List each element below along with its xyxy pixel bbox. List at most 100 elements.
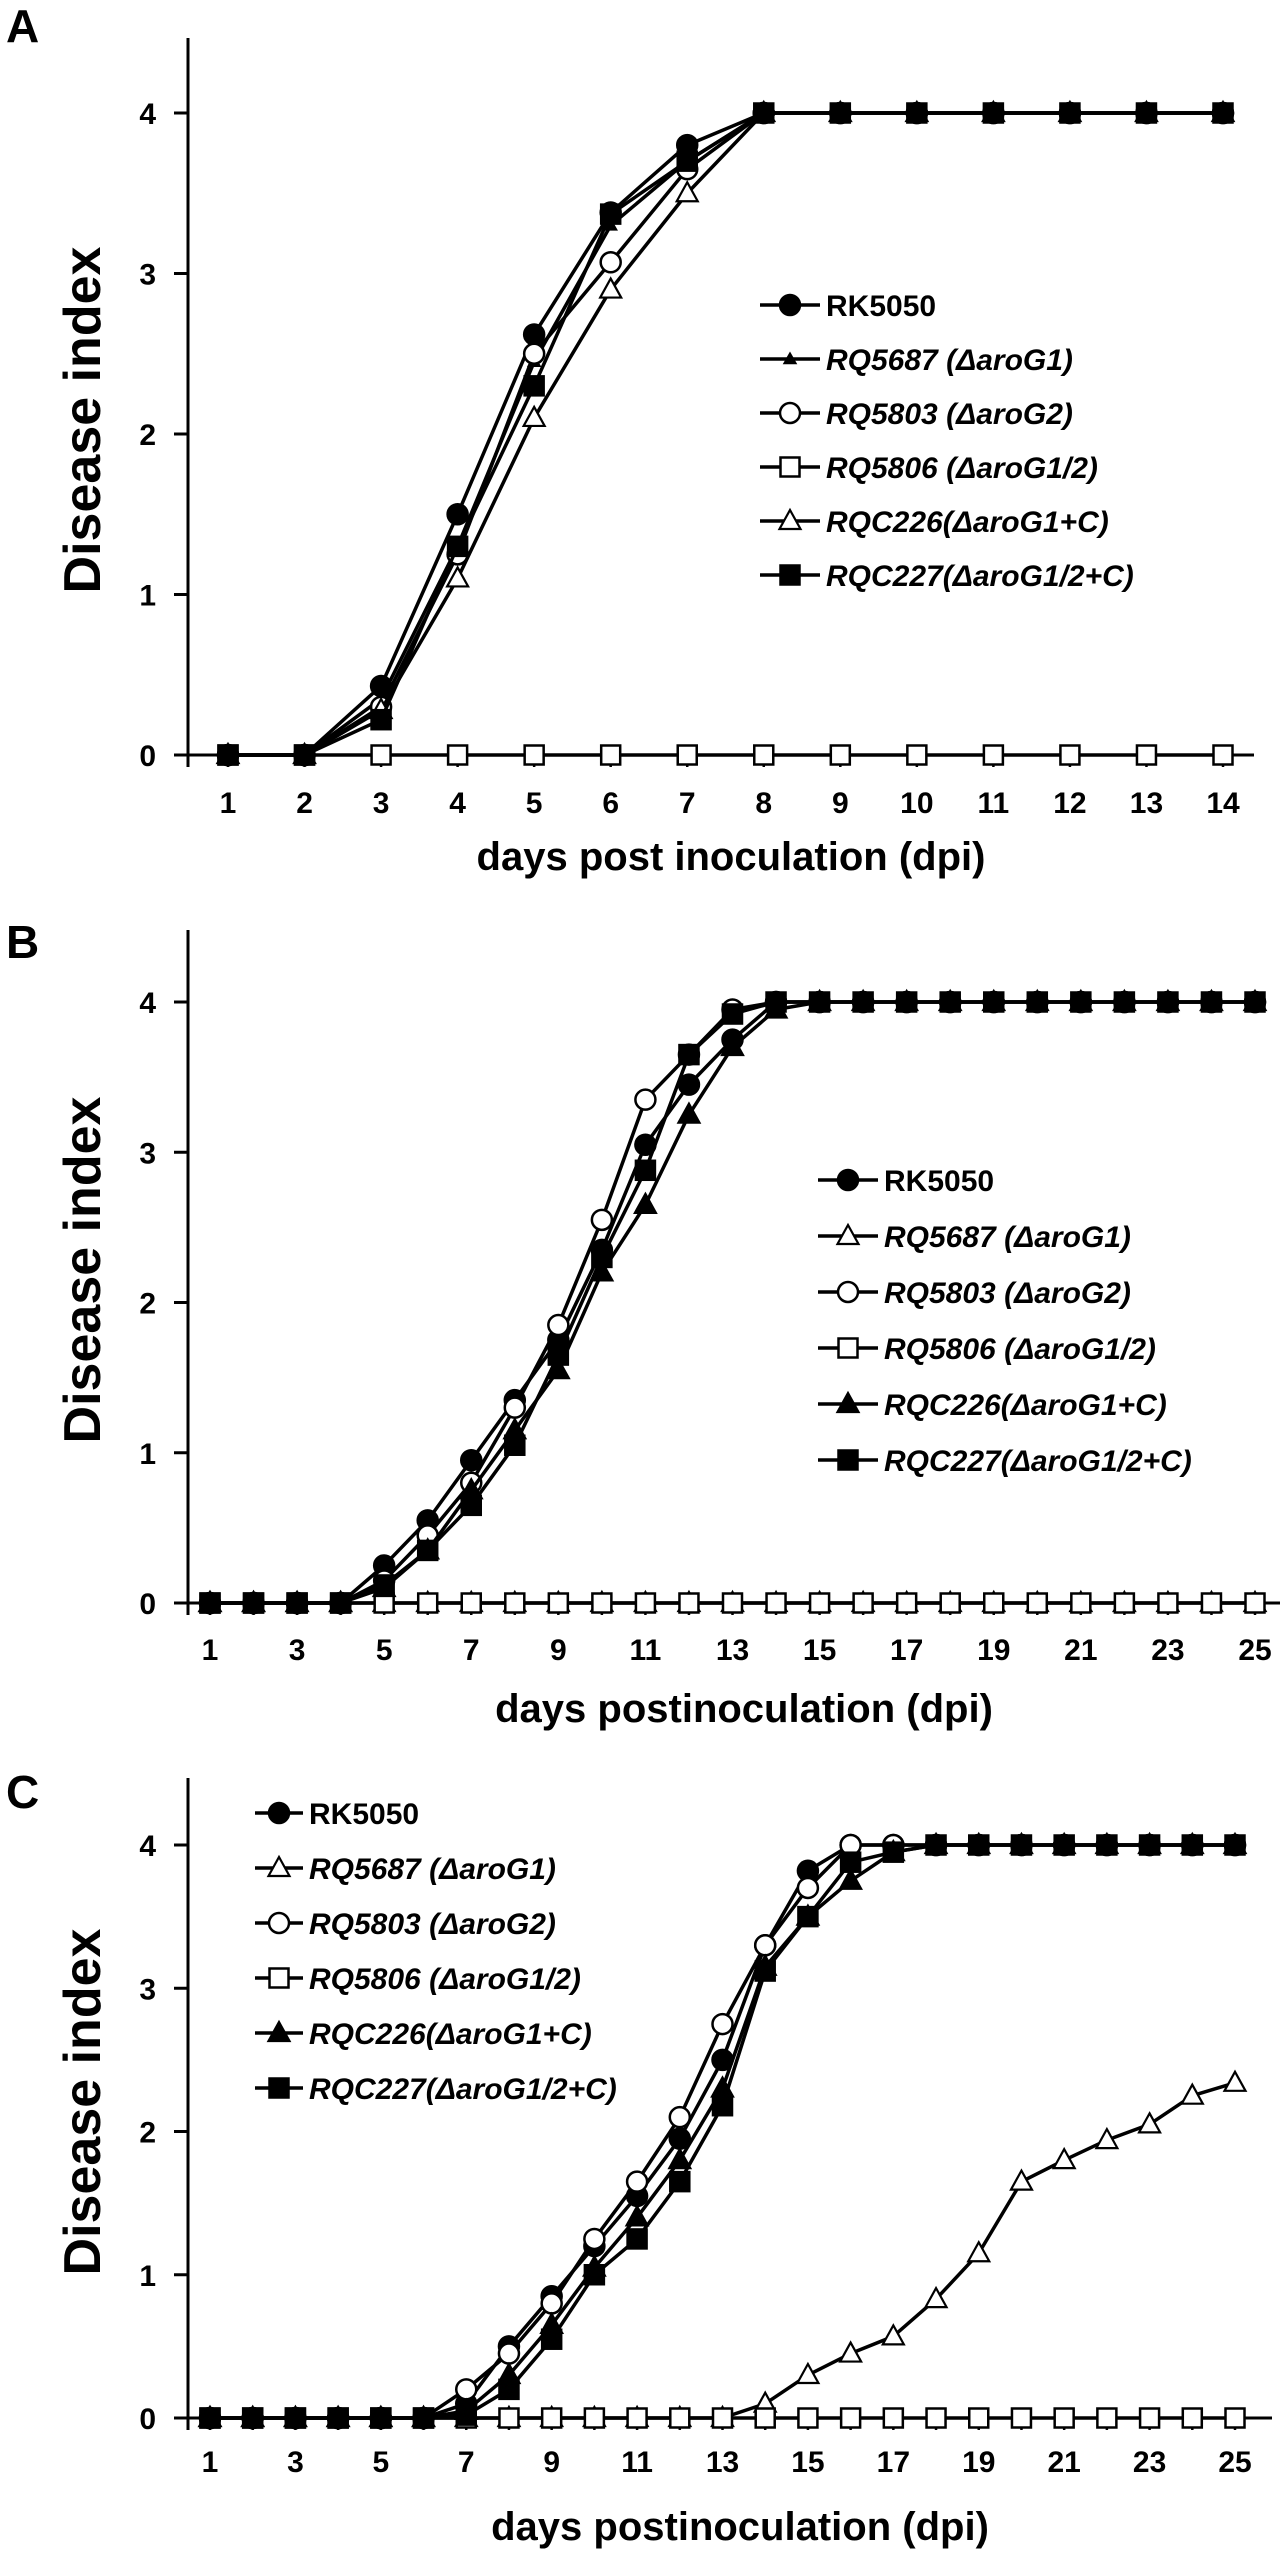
data-point (1096, 1834, 1118, 1856)
data-point (373, 1574, 395, 1596)
data-point (199, 2407, 221, 2429)
y-tick-label: 0 (139, 1588, 156, 1621)
data-point (1094, 2126, 1120, 2150)
x-tick-label: 14 (1206, 787, 1240, 820)
data-point (838, 1867, 863, 1890)
data-point (446, 744, 469, 766)
legend-label: RQ5806 (ΔaroG1/2) (826, 452, 1098, 485)
data-point (1113, 991, 1136, 1013)
data-point (504, 1592, 526, 1614)
data-point (983, 991, 1005, 1013)
data-point (711, 2407, 734, 2429)
y-tick-label: 1 (139, 2260, 156, 2293)
data-point (1244, 991, 1266, 1013)
legend-label: RQ5803 (ΔaroG2) (309, 1908, 556, 1941)
data-point (852, 991, 874, 1013)
data-point (839, 2407, 862, 2429)
data-point (540, 2407, 563, 2429)
data-point (370, 2407, 392, 2429)
x-tick-label: 5 (526, 787, 543, 820)
legend-label: RQ5806 (ΔaroG1/2) (884, 1333, 1156, 1366)
data-point (797, 1905, 819, 1928)
series-line (228, 111, 1223, 757)
data-point (416, 1592, 439, 1614)
series-6 (199, 1834, 1246, 2429)
data-point (754, 1960, 776, 1982)
data-point (721, 1003, 744, 1025)
data-point (633, 1191, 658, 1214)
data-point (676, 1101, 702, 1124)
data-point (966, 2239, 992, 2263)
x-tick-label: 15 (803, 1634, 836, 1667)
data-point (446, 503, 469, 526)
legend-label: RQC227(ΔaroG1/2+C) (884, 1445, 1192, 1478)
y-tick-label: 2 (139, 419, 156, 452)
data-point (1224, 2407, 1246, 2429)
series-line (228, 111, 1223, 757)
data-point (678, 1043, 700, 1066)
data-point (329, 1592, 352, 1614)
legend-entry: RQC227(ΔaroG1/2+C) (255, 2073, 617, 2106)
data-point (1010, 2407, 1033, 2429)
legend-label: RQ5803 (ΔaroG2) (884, 1277, 1131, 1310)
legend-marker (778, 293, 802, 317)
data-point (1181, 2407, 1204, 2429)
data-point (982, 744, 1005, 766)
legend-label: RK5050 (826, 290, 936, 323)
x-tick-label: 19 (962, 2446, 995, 2479)
data-point (370, 744, 392, 766)
data-point (1157, 991, 1179, 1013)
legend-entry: RQ5687 (ΔaroG1) (255, 1853, 556, 1886)
y-tick-label: 3 (139, 1137, 156, 1170)
y-tick-label: 1 (139, 580, 156, 613)
series-4 (199, 1592, 1266, 1614)
legend-entry: RQC226(ΔaroG1+C) (255, 2018, 592, 2051)
x-tick-label: 25 (1238, 1634, 1271, 1667)
data-point (412, 2407, 435, 2429)
data-point (753, 102, 775, 124)
data-point (286, 1592, 308, 1614)
data-point (497, 2342, 521, 2365)
series-2 (197, 2069, 1248, 2428)
data-point (1212, 102, 1234, 124)
legend-label: RQC227(ΔaroG1/2+C) (826, 560, 1134, 593)
series-6 (199, 991, 1266, 1614)
x-tick-label: 13 (1130, 787, 1163, 820)
x-tick-label: 13 (716, 1634, 749, 1667)
y-axis-title: Disease index (54, 1096, 112, 1443)
data-point (1135, 102, 1158, 124)
y-tick-label: 4 (139, 98, 156, 131)
legend-marker (267, 1801, 291, 1825)
data-point (983, 1592, 1005, 1614)
legend-marker (268, 2077, 290, 2099)
legend-entry: RQ5806 (ΔaroG1/2) (255, 1963, 581, 1996)
data-point (540, 2328, 563, 2350)
data-point (599, 744, 622, 766)
x-tick-label: 11 (630, 1634, 662, 1667)
x-tick-label: 17 (877, 2446, 910, 2479)
x-tick-label: 12 (1053, 787, 1086, 820)
data-point (327, 2407, 349, 2429)
x-tick-label: 21 (1064, 1634, 1097, 1667)
data-point (523, 375, 545, 397)
data-point (808, 1592, 831, 1614)
data-point (293, 744, 316, 766)
y-tick-label: 4 (139, 1830, 156, 1863)
legend-entry: RQC226(ΔaroG1+C) (818, 1389, 1167, 1422)
data-point (522, 342, 546, 365)
legend-marker (266, 2019, 292, 2043)
x-tick-label: 21 (1047, 2446, 1080, 2479)
data-point (852, 1592, 874, 1614)
x-tick-label: 7 (679, 787, 696, 820)
data-point (753, 744, 775, 766)
legend-label: RQ5687 (ΔaroG1) (826, 344, 1073, 377)
y-tick-label: 3 (139, 1973, 156, 2006)
x-tick-label: 5 (376, 1634, 393, 1667)
x-tick-label: 23 (1151, 1634, 1184, 1667)
data-point (460, 1592, 482, 1614)
data-point (968, 2407, 990, 2429)
legend-entry: RQC227(ΔaroG1/2+C) (818, 1445, 1192, 1478)
legend-marker (267, 1911, 291, 1935)
series-2 (220, 105, 1231, 761)
data-point (1157, 1592, 1179, 1614)
